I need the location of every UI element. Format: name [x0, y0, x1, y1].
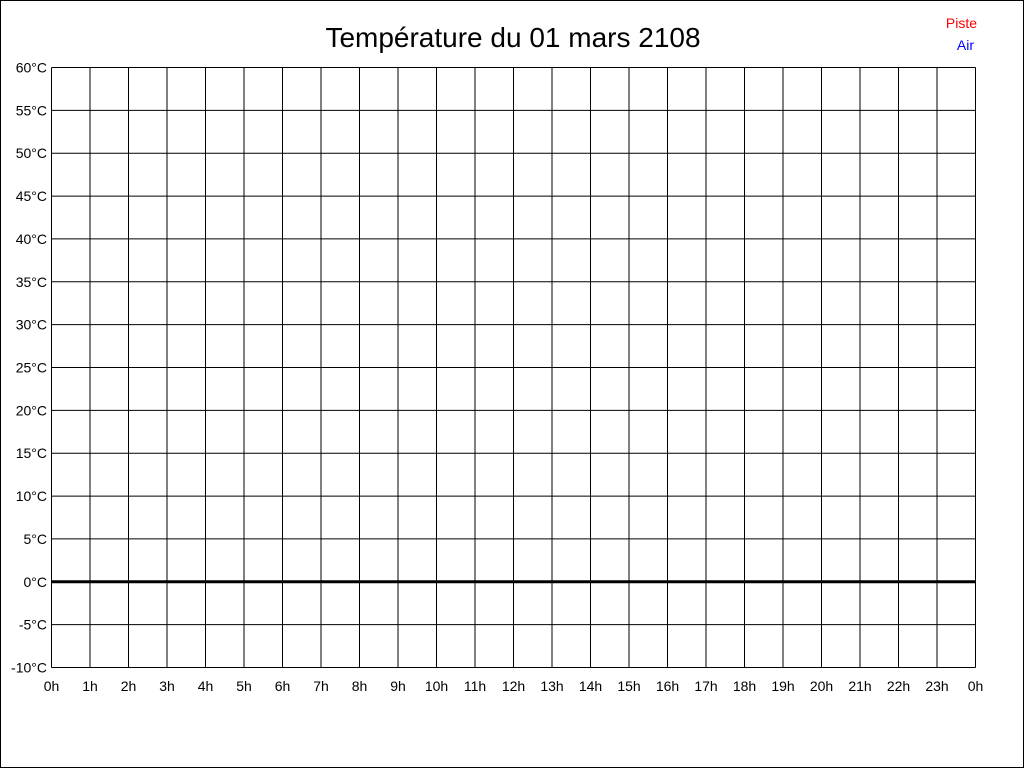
x-tick-label: 10h	[425, 678, 448, 694]
legend-piste: Piste	[946, 15, 977, 31]
chart-title: Température du 01 mars 2108	[325, 22, 700, 53]
x-tick-label: 13h	[540, 678, 563, 694]
y-tick-label: -5°C	[19, 617, 47, 633]
x-tick-label: 22h	[887, 678, 910, 694]
x-tick-label: 5h	[236, 678, 252, 694]
x-tick-label: 19h	[771, 678, 794, 694]
x-tick-label: 21h	[848, 678, 871, 694]
x-tick-label: 20h	[810, 678, 833, 694]
x-tick-label: 2h	[121, 678, 137, 694]
x-tick-label: 16h	[656, 678, 679, 694]
x-tick-label: 9h	[390, 678, 406, 694]
x-tick-label: 17h	[694, 678, 717, 694]
x-tick-label: 15h	[617, 678, 640, 694]
x-tick-label: 0h	[968, 678, 984, 694]
x-tick-label: 14h	[579, 678, 602, 694]
x-tick-label: 18h	[733, 678, 756, 694]
x-tick-label: 7h	[313, 678, 329, 694]
y-axis-ticks: -10°C -5°C 0°C 5°C 10°C 15°C 20°C 25°C 30°C 35°C 4…	[11, 60, 47, 676]
y-tick-label: 5°C	[24, 531, 48, 547]
y-tick-label: 35°C	[16, 274, 47, 290]
y-tick-label: 10°C	[16, 488, 47, 504]
y-tick-label: 50°C	[16, 145, 47, 161]
x-tick-label: 4h	[198, 678, 214, 694]
x-tick-label: 3h	[159, 678, 175, 694]
y-tick-label: 55°C	[16, 102, 47, 118]
y-tick-label: 40°C	[16, 231, 47, 247]
y-tick-label: 20°C	[16, 402, 47, 418]
grid	[51, 67, 976, 668]
y-tick-label: 45°C	[16, 188, 47, 204]
x-tick-label: 12h	[502, 678, 525, 694]
x-tick-label: 6h	[275, 678, 291, 694]
y-tick-label: 25°C	[16, 360, 47, 376]
y-tick-label: -10°C	[11, 660, 47, 676]
y-tick-label: 0°C	[24, 574, 48, 590]
x-tick-label: 23h	[925, 678, 948, 694]
legend-air: Air	[957, 37, 974, 53]
y-tick-label: 15°C	[16, 445, 47, 461]
x-tick-label: 8h	[352, 678, 368, 694]
x-tick-label: 11h	[464, 678, 486, 694]
x-tick-label: 0h	[44, 678, 60, 694]
x-axis-ticks: 0h 1h 2h 3h 4h 5h 6h 7h 8h 9h 10h 11h 12h 13h 14h 15h 16…	[44, 678, 984, 694]
y-tick-label: 30°C	[16, 317, 47, 333]
y-tick-label: 60°C	[16, 60, 47, 76]
x-tick-label: 1h	[82, 678, 98, 694]
